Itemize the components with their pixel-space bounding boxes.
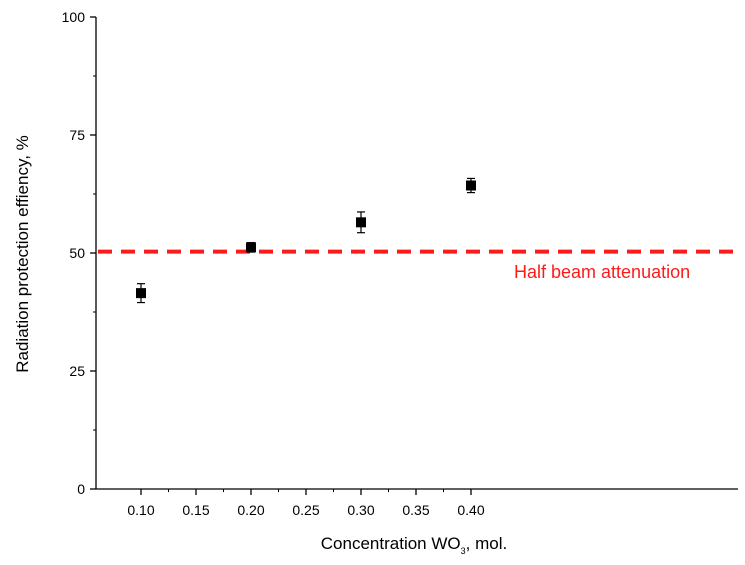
- x-axis-label-main: Concentration WO: [321, 534, 461, 553]
- square-marker: [136, 288, 146, 299]
- data-points: [136, 177, 476, 304]
- y-tick-label: 50: [69, 245, 85, 261]
- y-axis-label: Radiation protection effiency, %: [13, 135, 32, 373]
- reference-line-label: Half beam attenuation: [514, 262, 690, 282]
- x-axis-label: Concentration WO3, mol.: [321, 534, 507, 556]
- y-tick-label: 75: [69, 127, 85, 143]
- x-tick-label: 0.40: [457, 502, 484, 518]
- square-marker: [356, 217, 366, 228]
- x-tick-label: 0.30: [347, 502, 374, 518]
- y-tick-label: 25: [69, 363, 85, 379]
- x-axis-label-suffix: , mol.: [466, 534, 508, 553]
- x-tick-label: 0.25: [292, 502, 319, 518]
- data-point: [466, 177, 476, 194]
- square-marker: [246, 242, 256, 253]
- square-marker: [466, 180, 476, 191]
- x-tick-label: 0.35: [402, 502, 429, 518]
- data-point: [356, 211, 366, 234]
- x-tick-label: 0.20: [237, 502, 264, 518]
- y-tick-label: 100: [62, 9, 86, 25]
- x-tick-label: 0.10: [127, 502, 154, 518]
- axes: 0 25 50 75 100 0.10 0.15 0.20 0.25 0.30 0.35 0.40: [62, 9, 738, 518]
- x-axis-label-subscript: 3: [461, 546, 466, 556]
- data-point: [136, 283, 146, 304]
- y-tick-label: 0: [77, 481, 85, 497]
- data-point: [246, 242, 256, 253]
- x-tick-label: 0.15: [182, 502, 209, 518]
